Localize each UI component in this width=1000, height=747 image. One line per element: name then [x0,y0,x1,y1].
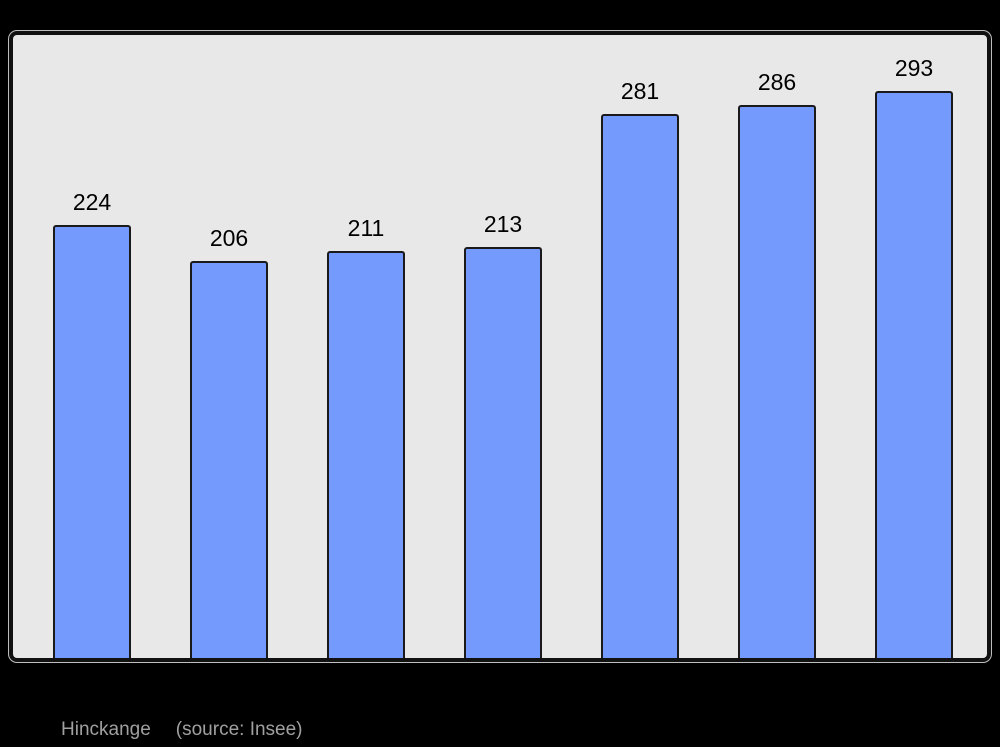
chart-caption: Hinckange (source: Insee) [61,719,303,742]
bar-value-label: 286 [757,68,797,95]
bar-value-label: 224 [72,188,112,215]
caption-source-label: (source: Insee) [175,719,303,740]
bar [464,247,542,658]
bar [601,114,679,658]
bar-value-label: 211 [347,214,385,241]
bar [738,105,816,658]
bars-container: 224 206 211 213 281 286 293 [13,35,987,658]
plot-area: 224 206 211 213 281 286 293 [9,31,991,662]
bar-value-label: 281 [620,77,660,104]
bar [190,261,268,658]
bar [875,91,953,658]
bar-value-label: 293 [894,54,934,81]
caption-location-label: Hinckange [61,719,151,740]
bar [327,251,405,658]
bar-value-label: 206 [209,224,249,251]
bar-value-label: 213 [483,210,523,237]
bar [53,225,131,658]
